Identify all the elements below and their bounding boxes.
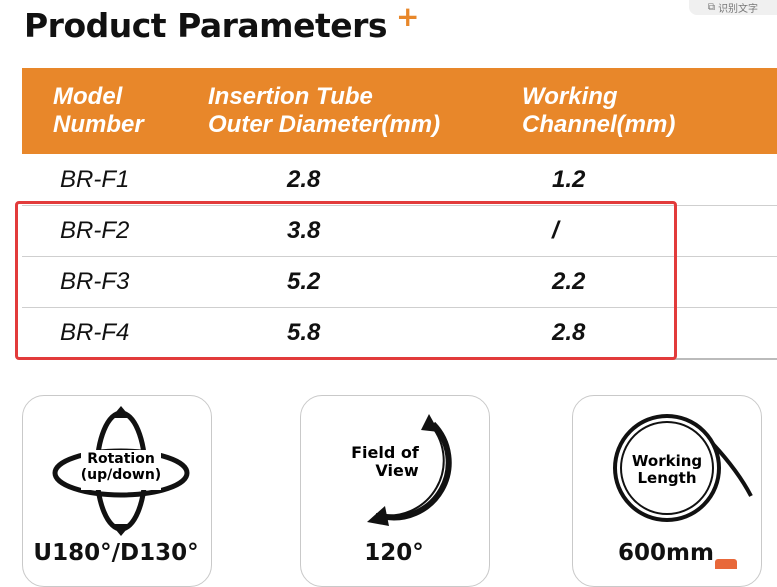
fov-label-1: Field of	[351, 443, 420, 462]
header-model-number: Model Number	[53, 83, 144, 138]
scan-icon: ⧉	[707, 2, 716, 13]
table-row: BR-F3 5.2 2.2	[22, 256, 777, 308]
cell-channel: 2.2	[552, 268, 586, 295]
cell-channel: /	[552, 217, 559, 244]
ocr-button[interactable]: ⧉ 识别文字	[689, 0, 777, 15]
cell-model: BR-F2	[60, 217, 130, 244]
cell-channel: 2.8	[552, 319, 586, 346]
cell-diameter: 2.8	[287, 166, 321, 193]
feature-card-working-length: Working Length	[572, 395, 762, 587]
corner-badge	[715, 559, 737, 569]
header-working-channel: Working Channel(mm)	[522, 83, 676, 138]
rotation-label-1: Rotation	[87, 451, 155, 467]
feature-card-field-of-view: Field of View	[300, 395, 490, 587]
rotation-icon: Rotation (up/down)	[52, 406, 190, 536]
cell-diameter: 3.8	[287, 217, 321, 244]
page-title: Product Parameters	[24, 6, 388, 45]
cell-model: BR-F3	[60, 268, 130, 295]
table-header: Model Number Insertion Tube Outer Diamet…	[22, 68, 777, 154]
length-label-2: Length	[638, 469, 697, 487]
ocr-button-label: 识别文字	[718, 4, 759, 15]
plus-accent-icon: +	[396, 0, 420, 33]
length-label-1: Working	[632, 452, 702, 470]
cell-model: BR-F4	[60, 319, 130, 346]
cell-channel: 1.2	[552, 166, 586, 193]
length-value: 600mm	[618, 540, 714, 566]
feature-card-rotation: Rotation (up/down)	[22, 395, 212, 587]
fov-label-2: View	[375, 461, 418, 480]
rotation-label-2: (up/down)	[81, 467, 161, 483]
field-of-view-icon: Field of View	[351, 414, 452, 526]
working-length-icon: Working Length	[613, 414, 753, 522]
cell-diameter: 5.2	[287, 268, 321, 295]
highlight-box	[15, 201, 677, 360]
fov-value: 120°	[364, 540, 424, 566]
header-outer-diameter: Insertion Tube Outer Diameter(mm)	[208, 83, 441, 138]
table-row: BR-F1 2.8 1.2	[22, 154, 777, 206]
table-row: BR-F2 3.8 /	[22, 205, 777, 257]
rotation-value: U180°/D130°	[33, 540, 199, 566]
cell-model: BR-F1	[60, 166, 130, 193]
cell-diameter: 5.8	[287, 319, 321, 346]
